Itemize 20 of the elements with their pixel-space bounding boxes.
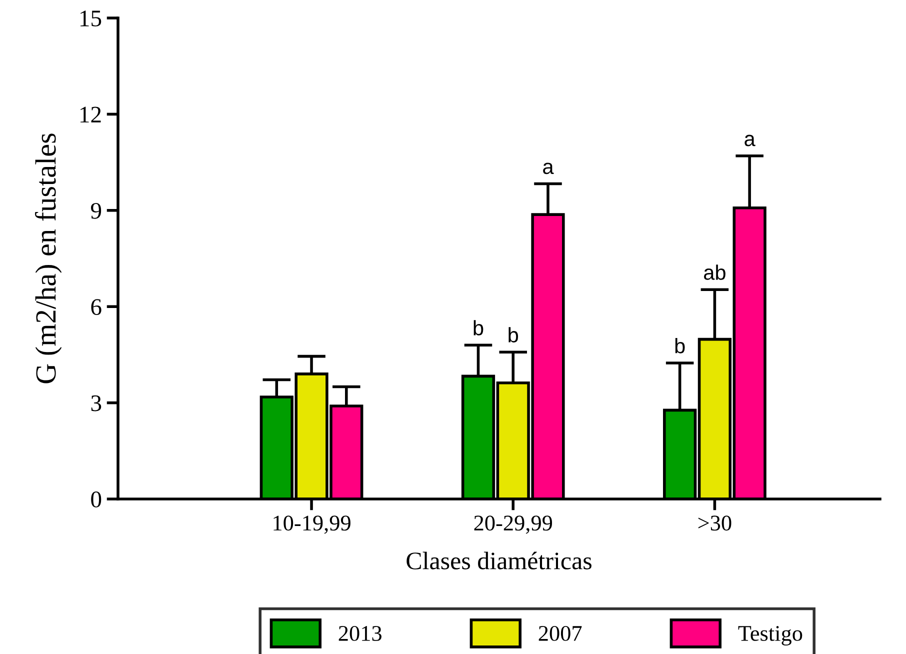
y-tick-label: 15 xyxy=(80,10,102,26)
x-axis-title: Clases diamétricas xyxy=(406,552,592,570)
legend-label: 2013 xyxy=(338,626,382,641)
data-label: b xyxy=(474,320,484,336)
y-tick-label: 0 xyxy=(91,491,102,508)
data-label: a xyxy=(543,162,554,174)
x-tick-label: 10-19,99 xyxy=(274,516,350,534)
x-tick-label: >30 xyxy=(698,516,732,531)
legend-label: Testigo xyxy=(738,626,802,646)
data-label: ab xyxy=(704,264,726,280)
y-tick-label: 12 xyxy=(80,106,101,122)
x-tick-label: 20-29,99 xyxy=(474,516,552,534)
data-label: a xyxy=(744,134,756,146)
y-tick-label: 6 xyxy=(91,299,102,316)
y-tick-label: 9 xyxy=(90,202,102,219)
data-label: b xyxy=(508,327,518,342)
y-tick-label: 3 xyxy=(91,395,102,412)
y-axis-title: G (m2/ha) en fustales xyxy=(35,134,62,384)
data-label: b xyxy=(675,338,685,354)
legend-label: 2007 xyxy=(538,626,582,641)
